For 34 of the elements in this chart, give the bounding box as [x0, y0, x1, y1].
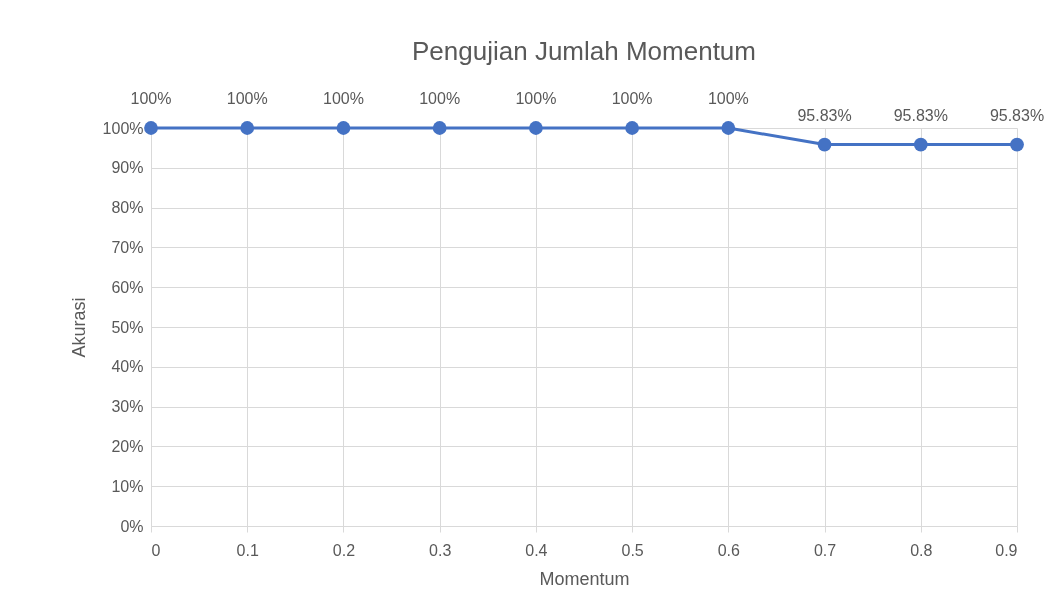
y-tick-label: 60%	[111, 278, 144, 296]
data-label: 100%	[322, 90, 364, 107]
data-label: 100%	[419, 90, 461, 107]
x-tick-label: 0.5	[621, 541, 644, 559]
y-tick-label: 100%	[102, 119, 144, 137]
y-tick-label: 70%	[111, 238, 144, 256]
data-label: 95.83%	[893, 106, 948, 124]
y-tick-label: 90%	[111, 159, 144, 177]
y-tick-label: 80%	[111, 199, 144, 217]
data-label: 100%	[707, 90, 749, 107]
x-tick-label: 0.6	[717, 541, 741, 559]
y-tick-label: 10%	[111, 477, 144, 495]
x-tick-label: 0.2	[332, 541, 356, 559]
x-axis-title: Momentum	[539, 568, 630, 589]
y-tick-label: 40%	[111, 358, 144, 376]
data-label: 100%	[130, 90, 172, 107]
x-tick-label: 0.1	[236, 541, 259, 559]
data-label: 95.83%	[797, 106, 852, 124]
x-tick-label: 0.7	[813, 541, 837, 559]
y-axis-title: Akurasi	[68, 297, 89, 358]
y-tick-label: 50%	[111, 318, 144, 336]
x-tick-label: 0.3	[429, 541, 452, 559]
y-tick-label: 20%	[111, 437, 144, 455]
data-label: 95.83%	[989, 106, 1045, 124]
y-tick-label: 0%	[120, 517, 144, 535]
chart-title: Pengujian Jumlah Momentum	[412, 36, 756, 66]
y-tick-label: 30%	[111, 398, 144, 416]
x-tick-label: 0	[151, 541, 161, 559]
data-label: 100%	[226, 90, 268, 107]
x-tick-label: 0.4	[525, 541, 548, 559]
x-tick-label: 0.8	[910, 541, 933, 559]
data-label: 100%	[515, 90, 557, 107]
data-label: 100%	[611, 90, 653, 107]
x-tick-label: 0.9	[995, 541, 1018, 559]
